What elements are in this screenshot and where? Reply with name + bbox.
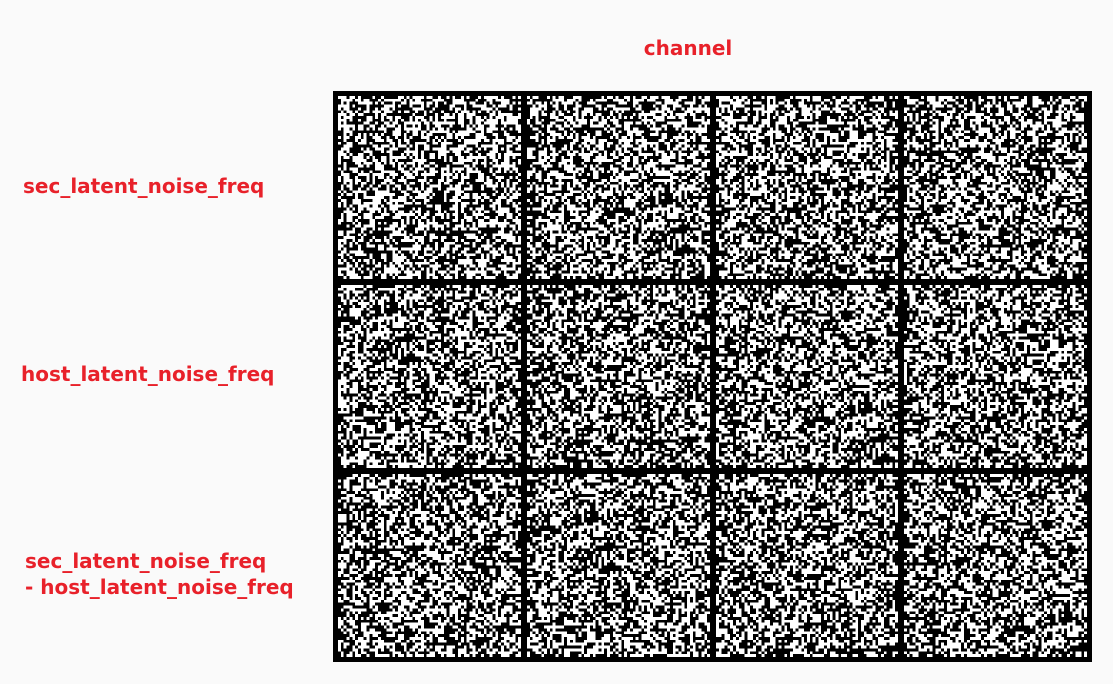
row-label-sec-latent-noise-freq: sec_latent_noise_freq xyxy=(23,173,264,199)
row-label-line: host_latent_noise_freq xyxy=(21,362,275,386)
noise-panel-r3-c3 xyxy=(715,474,899,657)
row-label-line: sec_latent_noise_freq xyxy=(25,549,267,573)
row-label-line: - host_latent_noise_freq xyxy=(25,575,294,599)
row-label-host-latent-noise-freq: host_latent_noise_freq xyxy=(21,361,274,387)
noise-panel-grid xyxy=(333,91,1092,662)
noise-panel-r2-c3 xyxy=(715,285,899,468)
column-title: channel xyxy=(643,36,733,60)
noise-panel-r1-c2 xyxy=(526,96,710,279)
row-label-line: sec_latent_noise_freq xyxy=(23,174,265,198)
row-label-difference: sec_latent_noise_freq - host_latent_nois… xyxy=(25,548,294,600)
noise-panel-r3-c2 xyxy=(526,474,710,657)
noise-panel-r1-c3 xyxy=(715,96,899,279)
noise-panel-r2-c1 xyxy=(338,285,521,468)
noise-panel-r1-c4 xyxy=(904,96,1087,279)
noise-panel-r3-c1 xyxy=(338,474,521,657)
noise-panel-r2-c4 xyxy=(904,285,1087,468)
noise-panel-r3-c4 xyxy=(904,474,1087,657)
noise-panel-r2-c2 xyxy=(526,285,710,468)
noise-panel-r1-c1 xyxy=(338,96,521,279)
